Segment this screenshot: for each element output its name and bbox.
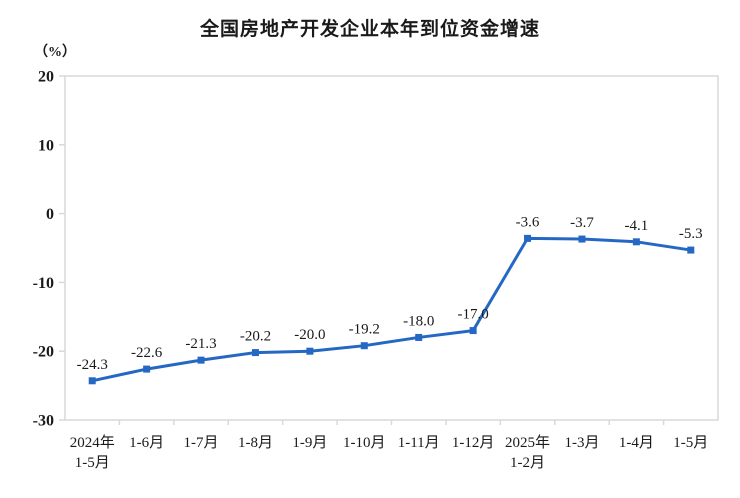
data-point-marker (632, 238, 640, 246)
data-point-label: -22.6 (131, 345, 163, 361)
y-axis-tick-label: 0 (46, 206, 54, 223)
y-axis-tick-label: 10 (38, 137, 54, 154)
data-point-label: -18.0 (403, 313, 434, 329)
data-point-marker (469, 327, 477, 335)
data-point-marker (360, 342, 368, 350)
data-point-marker (88, 377, 96, 385)
y-axis-tick-label: -10 (33, 275, 54, 292)
x-axis-label: 1-4月 (619, 435, 654, 451)
data-point-marker (415, 333, 423, 341)
data-point-label: -19.2 (349, 322, 380, 338)
data-point-label: -4.1 (625, 218, 649, 234)
y-axis-unit-label: （%） (34, 45, 76, 60)
data-point-label: -5.3 (679, 226, 703, 242)
data-point-label: -3.6 (516, 214, 540, 230)
data-point-label: -21.3 (185, 336, 216, 352)
data-point-marker (306, 347, 314, 355)
data-point-marker (578, 235, 586, 243)
y-axis-tick-label: -20 (33, 344, 54, 361)
data-point-marker (687, 246, 695, 254)
data-point-marker (197, 356, 205, 364)
y-axis-tick-label: -30 (33, 413, 54, 430)
y-axis-tick-label: 20 (38, 69, 54, 86)
data-point-marker (251, 349, 259, 357)
data-point-marker (143, 365, 151, 373)
chart-title: 全国房地产开发企业本年到位资金增速 (199, 19, 540, 40)
x-axis-label: 1-3月 (564, 435, 599, 451)
data-point-label: -20.0 (294, 327, 325, 343)
x-axis-label: 1-8月 (238, 435, 273, 451)
trend-line (91, 236, 692, 383)
data-point-label: -24.3 (77, 357, 108, 373)
data-point-label: -3.7 (570, 215, 594, 231)
data-point-label: -20.2 (240, 329, 271, 345)
plot-border (64, 75, 719, 421)
x-axis-label: 1-12月 (452, 435, 495, 451)
x-axis-label: 1-7月 (184, 435, 219, 451)
x-axis-label: 1-11月 (398, 435, 440, 451)
data-point-marker (524, 234, 532, 242)
x-axis-label: 1-6月 (129, 435, 164, 451)
x-axis-label: 2025年 1-2月 (505, 434, 550, 471)
x-axis-label: 2024年 1-5月 (70, 434, 115, 471)
data-point-label: -17.0 (458, 307, 489, 323)
x-axis-label: 1-5月 (673, 435, 708, 451)
x-axis-label: 1-10月 (343, 435, 386, 451)
x-axis-label: 1-9月 (292, 435, 327, 451)
